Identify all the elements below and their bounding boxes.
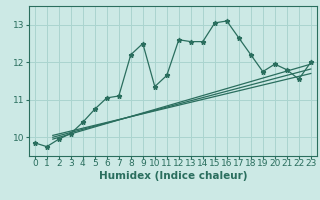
X-axis label: Humidex (Indice chaleur): Humidex (Indice chaleur) [99, 171, 247, 181]
